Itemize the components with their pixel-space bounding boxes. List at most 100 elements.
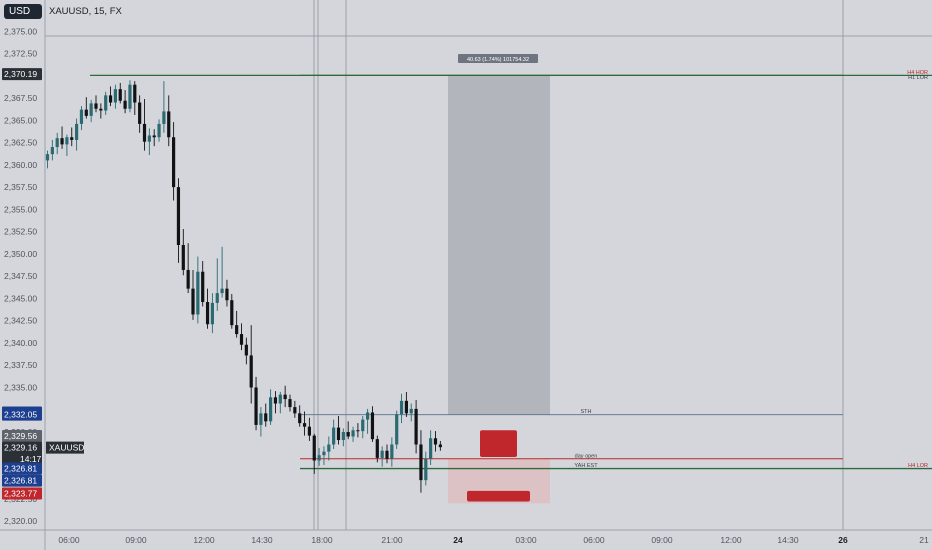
candle-body (239, 334, 244, 345)
candle (259, 407, 263, 437)
candle (283, 385, 287, 408)
candle (332, 419, 336, 449)
price-badge-bg (2, 452, 42, 465)
candle (79, 106, 84, 131)
candle-body (94, 103, 98, 109)
time-tick-label: 09:00 (651, 535, 673, 545)
candle (176, 178, 181, 263)
candle-body (79, 109, 84, 124)
candle (361, 416, 365, 439)
candle-body (89, 103, 93, 116)
currency-button[interactable]: USD (4, 3, 42, 19)
candle-body (235, 325, 239, 335)
price-badge: 2,329.56 (4, 431, 37, 441)
candle (244, 337, 248, 365)
candle (123, 90, 127, 114)
candle (201, 261, 205, 307)
price-tick-label: 2,372.50 (4, 49, 37, 59)
candle (327, 436, 331, 461)
candle-body (288, 399, 292, 408)
candle-body (215, 293, 219, 303)
candle (409, 403, 413, 422)
candle-body (327, 444, 331, 452)
candle-body (332, 427, 336, 445)
price-badge: XAUUSD (49, 443, 84, 453)
candle-body (366, 412, 370, 420)
price-tick-label: 2,365.00 (4, 115, 37, 125)
measure-label: 40.63 (1.74%) 101754.32 (467, 57, 529, 63)
candle (385, 444, 389, 464)
candle-body (176, 187, 181, 246)
candle (108, 86, 113, 107)
stop-marker (467, 490, 530, 502)
candle (429, 430, 433, 465)
candle-body (361, 419, 365, 432)
candle-body (414, 408, 418, 445)
candle-body (293, 407, 297, 414)
level-label-2: STH (581, 409, 592, 415)
price-tick-label: 2,347.50 (4, 271, 37, 281)
candle (191, 269, 195, 320)
candle (225, 279, 229, 307)
candle-body (341, 432, 345, 441)
candle-body (254, 387, 258, 425)
candle-body (152, 135, 156, 138)
candle (142, 98, 147, 151)
candle-body (181, 245, 185, 270)
time-tick-label: 21 (919, 535, 929, 545)
time-tick-label: 06:00 (58, 535, 80, 545)
candle-body (157, 123, 161, 138)
candle-body (220, 288, 224, 294)
candle-body (317, 455, 321, 461)
price-badge-bg (2, 441, 42, 454)
candle (322, 446, 326, 465)
price-badge: 2,326.81 (4, 476, 37, 486)
candle-body (399, 400, 404, 415)
candle (75, 118, 79, 151)
candle (70, 127, 74, 147)
chart-toolbar: USD XAUUSD, 15, FX (0, 0, 122, 22)
candle (366, 408, 370, 434)
candle (133, 81, 137, 115)
time-tick-label: 06:00 (583, 535, 605, 545)
candle (235, 310, 239, 338)
candle-body (351, 430, 355, 437)
candle (312, 433, 316, 474)
candle (414, 399, 418, 454)
candle-body (60, 138, 64, 145)
candle-body (128, 84, 132, 109)
candle (288, 394, 292, 412)
candle (94, 95, 98, 113)
candle (351, 426, 355, 442)
candle-body (380, 450, 384, 458)
target-marker (480, 430, 517, 457)
price-badge-bg (2, 462, 42, 475)
candle (230, 293, 234, 329)
candle (399, 393, 404, 424)
candle (341, 428, 345, 447)
candle (356, 423, 360, 438)
candle-body (312, 435, 316, 461)
candle (317, 448, 321, 466)
candle (380, 446, 384, 467)
candle-body (99, 108, 103, 111)
candle (186, 243, 190, 294)
candle-body (196, 271, 200, 315)
candle-body (210, 302, 214, 325)
candle (438, 440, 442, 451)
price-badge: 2,370.19 (4, 69, 37, 79)
candle (50, 139, 54, 161)
price-tick-label: 2,357.50 (4, 182, 37, 192)
candle-body (133, 84, 137, 103)
price-tick-label: 2,350.00 (4, 249, 37, 259)
candle (152, 129, 156, 147)
price-tick-label: 2,362.50 (4, 138, 37, 148)
candle (65, 134, 69, 156)
measure-box (448, 75, 550, 415)
candle-body (249, 355, 253, 388)
candle-body (370, 412, 375, 440)
time-tick-label: 03:00 (515, 535, 537, 545)
measure-label-bg (458, 53, 538, 63)
candle-body (186, 269, 190, 289)
